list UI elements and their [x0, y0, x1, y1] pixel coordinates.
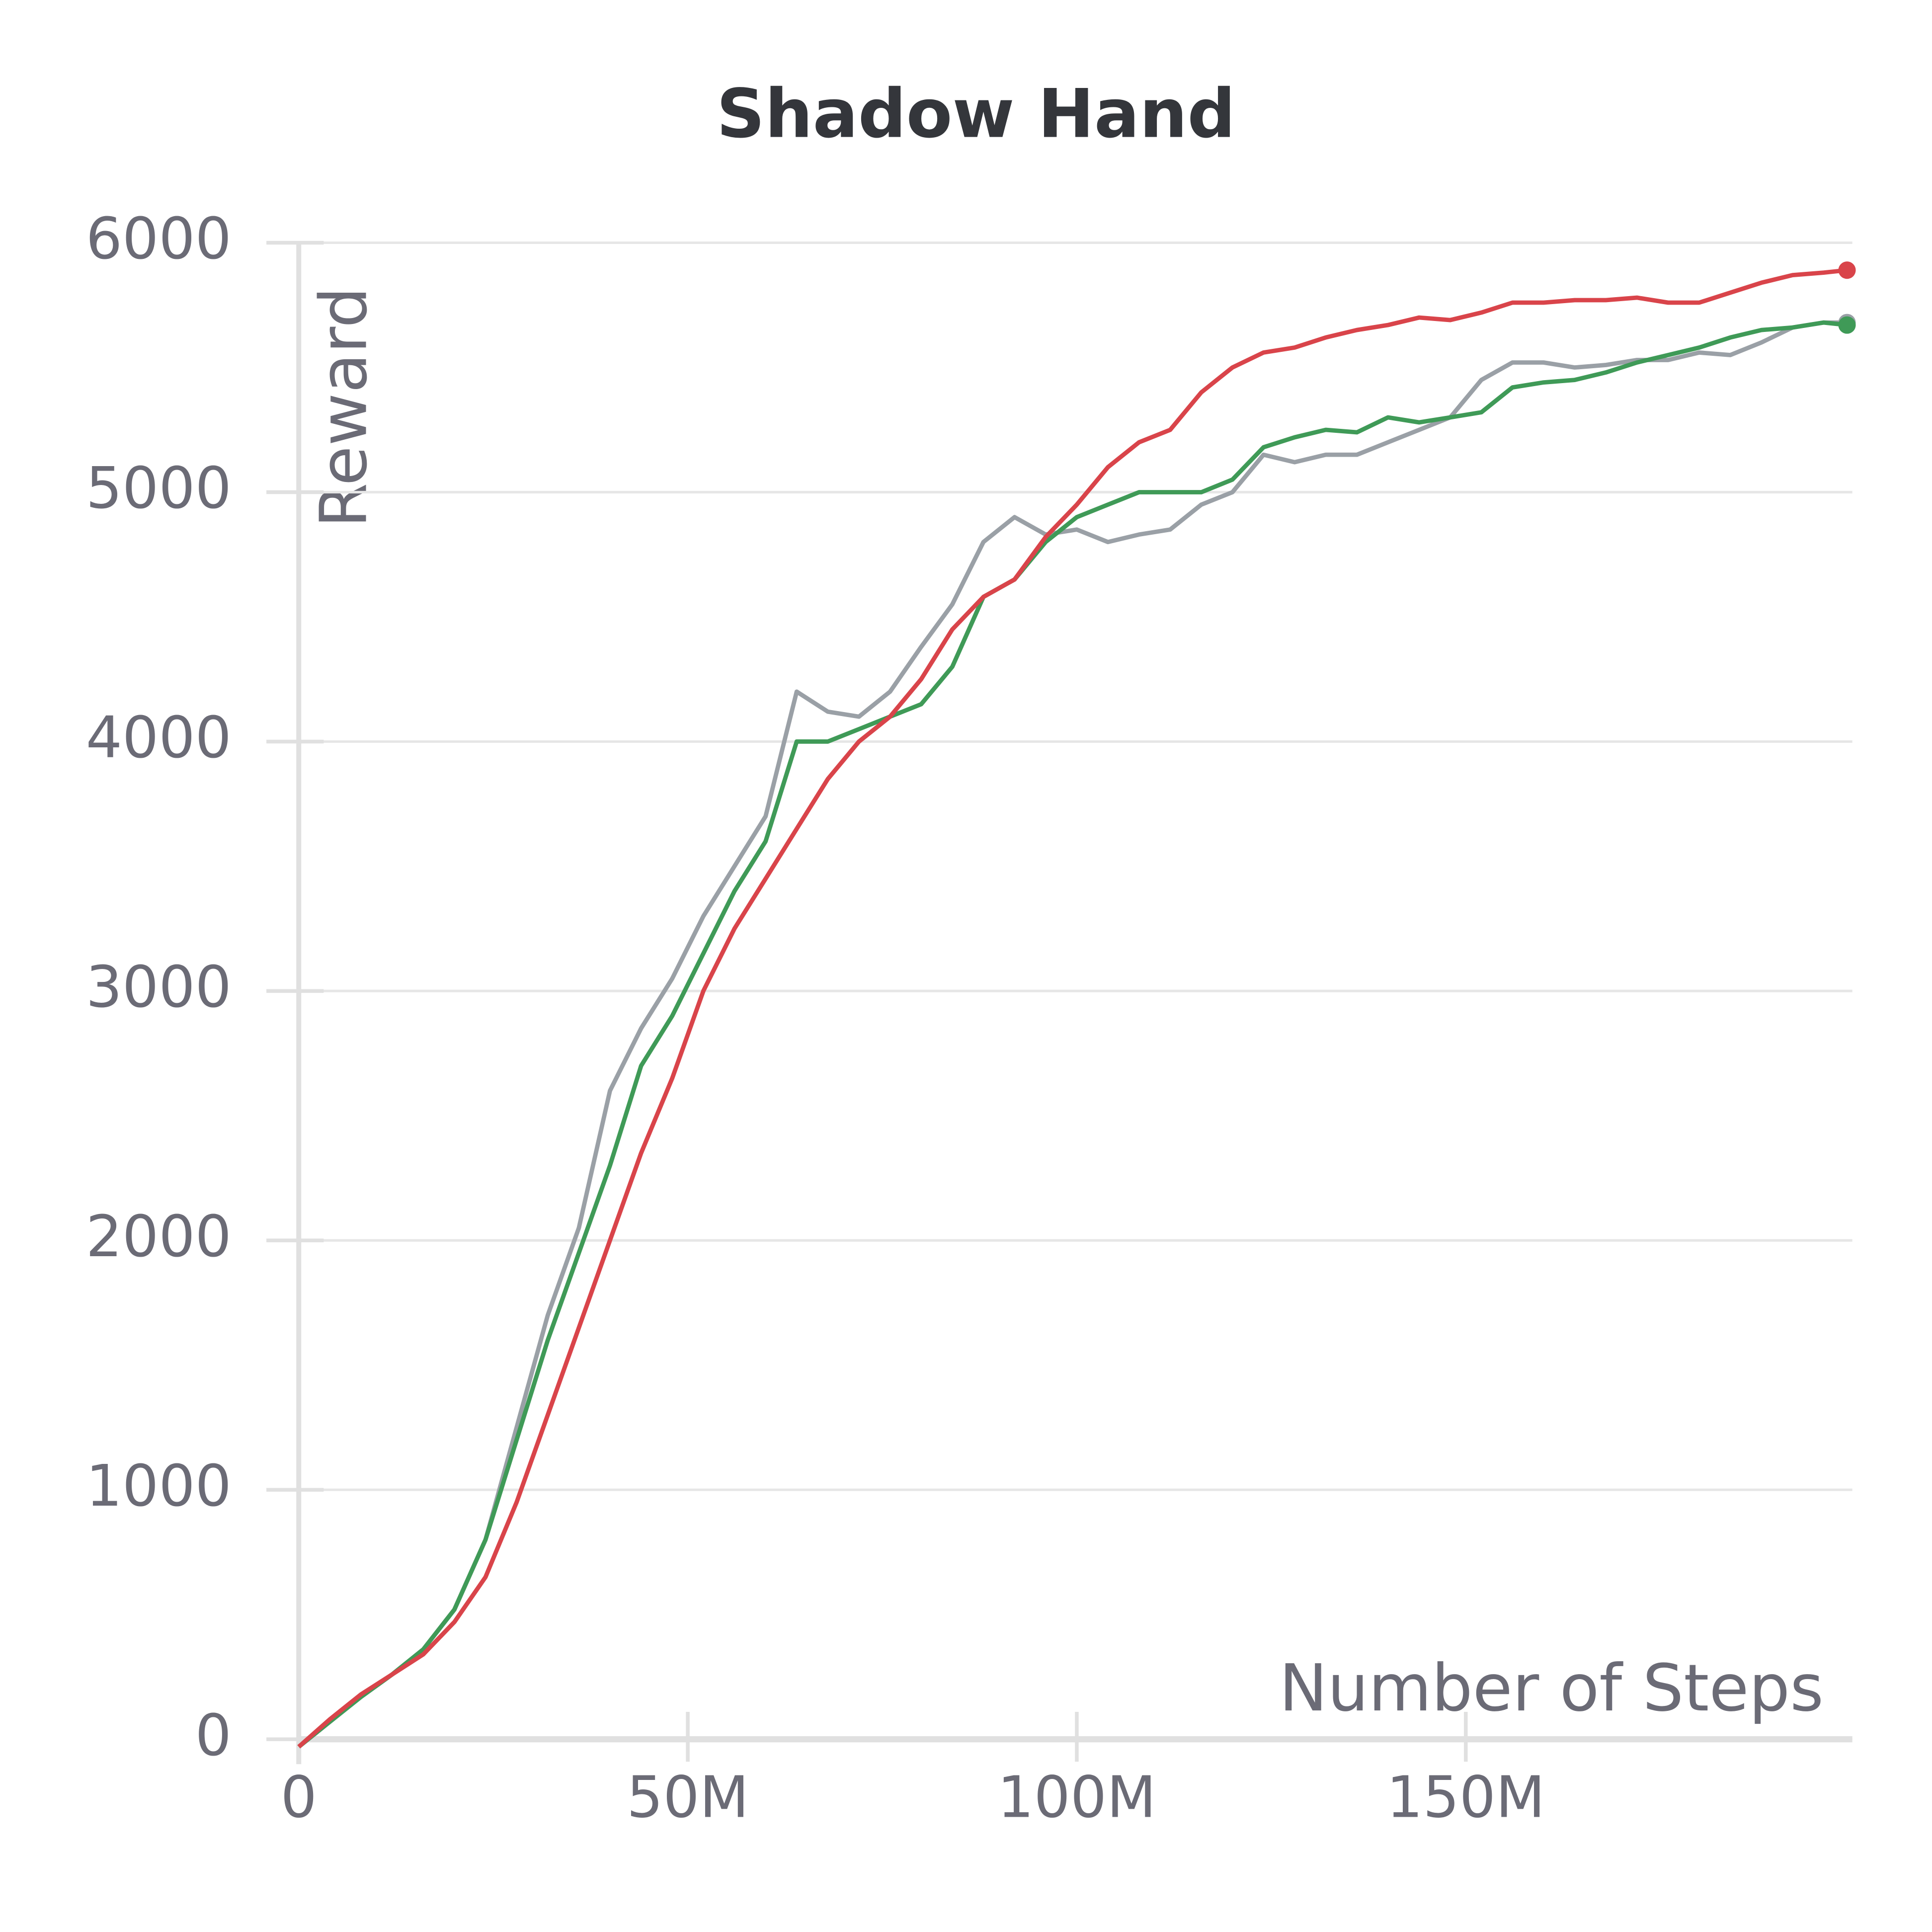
y-tick-label: 4000: [86, 705, 232, 771]
y-tick-label: 5000: [86, 455, 232, 522]
series-line: [297, 268, 1848, 1749]
y-axis-label: Reward: [306, 287, 382, 528]
y-tick-label: 2000: [86, 1204, 232, 1270]
x-tick-label: 100M: [997, 1765, 1156, 1831]
chart-title: Shadow Hand: [717, 75, 1235, 153]
y-tick-label: 3000: [86, 954, 232, 1021]
x-tick-label: 50M: [627, 1765, 749, 1831]
end-dot: [1838, 316, 1856, 334]
x-tick-label: 150M: [1386, 1765, 1545, 1831]
x-tick-label: 0: [281, 1765, 317, 1831]
y-tick-label: 0: [195, 1702, 232, 1769]
y-tick-label: 6000: [86, 206, 232, 272]
series-line: [297, 320, 1848, 1749]
series-line: [297, 320, 1848, 1749]
y-tick-label: 1000: [86, 1453, 232, 1520]
end-dot: [1838, 261, 1856, 279]
x-axis-label: Number of Steps: [1279, 1650, 1824, 1726]
